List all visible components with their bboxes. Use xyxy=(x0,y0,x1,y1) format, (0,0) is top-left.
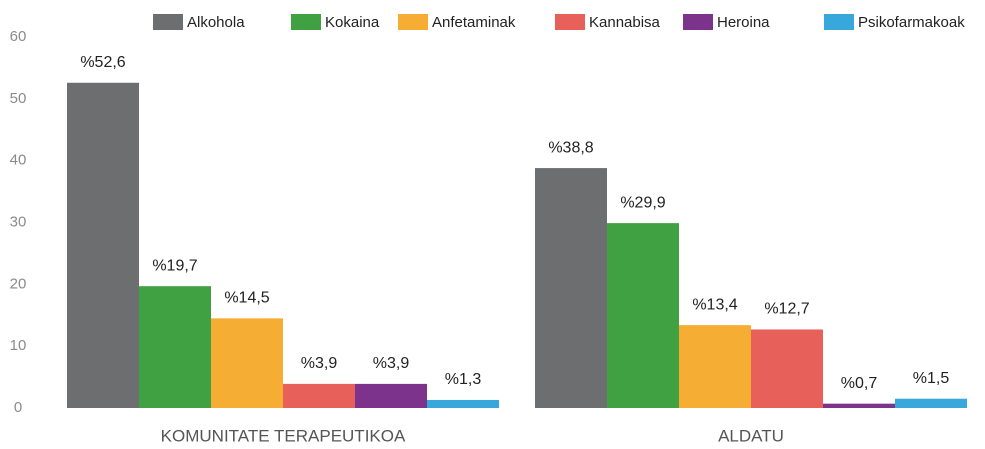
legend-label: Anfetaminak xyxy=(432,14,516,31)
bar xyxy=(355,383,427,408)
bar xyxy=(283,383,355,408)
legend-swatch xyxy=(824,14,854,30)
legend-label: Heroina xyxy=(717,14,770,31)
legend-label: Kannabisa xyxy=(589,14,661,31)
y-tick-label: 10 xyxy=(10,337,27,354)
bar xyxy=(823,403,895,408)
legend-swatch xyxy=(398,14,428,30)
value-label: %12,7 xyxy=(764,301,809,318)
legend-swatch xyxy=(683,14,713,30)
bar xyxy=(751,329,823,408)
bar xyxy=(139,286,211,408)
value-label: %0,7 xyxy=(841,375,878,392)
x-tick-label: ALDATU xyxy=(718,426,784,445)
value-label: %13,4 xyxy=(692,296,737,313)
value-label: %52,6 xyxy=(80,54,125,71)
value-label: %1,3 xyxy=(445,371,482,388)
value-label: %19,7 xyxy=(152,257,197,274)
legend-label: Psikofarmakoak xyxy=(858,14,965,31)
bar xyxy=(679,325,751,408)
y-tick-label: 0 xyxy=(14,399,22,416)
legend-swatch xyxy=(153,14,183,30)
y-tick-label: 20 xyxy=(10,275,27,292)
x-tick-label: KOMUNITATE TERAPEUTIKOA xyxy=(161,426,406,445)
bar xyxy=(427,399,499,408)
y-tick-label: 30 xyxy=(10,213,27,230)
value-label: %38,8 xyxy=(548,139,593,156)
value-label: %3,9 xyxy=(373,355,410,372)
value-label: %3,9 xyxy=(301,355,338,372)
bar xyxy=(895,398,967,408)
legend-label: Kokaina xyxy=(325,14,380,31)
value-label: %29,9 xyxy=(620,194,665,211)
y-tick-label: 50 xyxy=(10,90,27,107)
value-label: %14,5 xyxy=(224,290,269,307)
bar xyxy=(607,223,679,408)
legend-swatch xyxy=(555,14,585,30)
value-label: %1,5 xyxy=(913,370,950,387)
legend-label: Alkohola xyxy=(187,14,245,31)
y-tick-label: 60 xyxy=(10,28,27,45)
legend-swatch xyxy=(291,14,321,30)
bar xyxy=(211,318,283,408)
bar xyxy=(67,82,139,409)
bar xyxy=(535,168,607,408)
y-tick-label: 40 xyxy=(10,152,27,169)
